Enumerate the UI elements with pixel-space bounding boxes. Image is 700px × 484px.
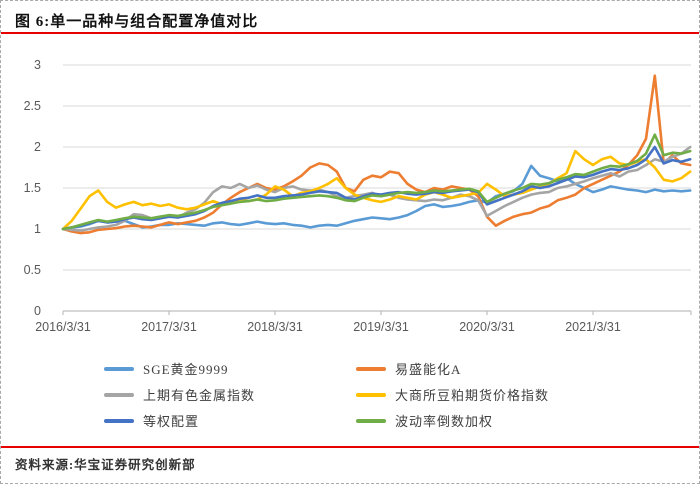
legend-item-sge-gold: SGE黄金9999 xyxy=(104,359,356,378)
legend-label: 大商所豆粕期货价格指数 xyxy=(395,388,550,403)
chart-legend: SGE黄金9999 易盛能化A 上期有色金属指数 大商所豆粕期货价格指数 等权配… xyxy=(104,359,549,430)
legend-swatch-dce-soymeal xyxy=(356,392,386,397)
y-tick-label: 2 xyxy=(34,140,41,154)
figure-source: 资料来源:华宝证券研究创新部 xyxy=(15,458,196,472)
y-tick-label: 1.5 xyxy=(24,181,41,195)
series-line-shfe-metals xyxy=(61,145,692,232)
y-tick-label: 1 xyxy=(34,222,41,236)
legend-item-equal-weight: 等权配置 xyxy=(104,411,356,430)
series-line-equal-weight xyxy=(61,145,692,231)
title-rule xyxy=(1,32,699,34)
series-line-inverse-vol xyxy=(61,133,692,231)
legend-swatch-sge-gold xyxy=(104,366,134,371)
x-tick-label: 2017/3/31 xyxy=(141,320,197,334)
y-tick-label: 2.5 xyxy=(24,99,41,113)
legend-swatch-shfe-metals xyxy=(104,392,134,397)
legend-swatch-equal-weight xyxy=(104,418,134,423)
legend-label: 易盛能化A xyxy=(395,362,462,377)
legend-swatch-yisheng-energy xyxy=(356,366,386,371)
series-line-yisheng-energy xyxy=(61,74,692,235)
legend-label: 上期有色金属指数 xyxy=(143,388,256,403)
x-tick-label: 2018/3/31 xyxy=(247,320,303,334)
legend-item-dce-soymeal: 大商所豆粕期货价格指数 xyxy=(356,385,549,404)
figure-title: 图 6:单一品种与组合配置净值对比 xyxy=(15,14,259,30)
legend-label: 等权配置 xyxy=(143,414,200,429)
legend-item-yisheng-energy: 易盛能化A xyxy=(356,359,549,378)
series-line-dce-soymeal xyxy=(61,149,692,231)
legend-item-shfe-metals: 上期有色金属指数 xyxy=(104,385,356,404)
legend-label: 波动率倒数加权 xyxy=(395,414,494,429)
y-tick-label: 0 xyxy=(34,304,41,318)
x-tick-label: 2016/3/31 xyxy=(35,320,91,334)
y-tick-label: 3 xyxy=(34,58,41,72)
series-line-sge-gold xyxy=(61,164,692,231)
legend-label: SGE黄金9999 xyxy=(143,362,229,377)
legend-item-inverse-vol: 波动率倒数加权 xyxy=(356,411,549,430)
footer-rule xyxy=(1,446,699,448)
y-tick-label: 0.5 xyxy=(24,263,41,277)
legend-swatch-inverse-vol xyxy=(356,418,386,423)
x-tick-label: 2021/3/31 xyxy=(565,320,621,334)
x-tick-label: 2020/3/31 xyxy=(459,320,515,334)
x-tick-label: 2019/3/31 xyxy=(353,320,409,334)
